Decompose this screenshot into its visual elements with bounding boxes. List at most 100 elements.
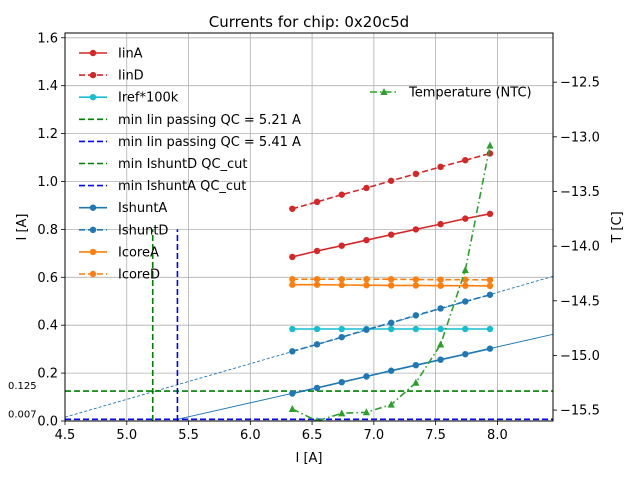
point-IinD <box>387 177 395 184</box>
point-IcoreA <box>313 281 321 288</box>
point-Iref*100k <box>462 325 469 333</box>
point-IcoreD <box>313 276 321 283</box>
y2-tick-label: −13.0 <box>560 130 600 145</box>
y-tick-label: 1.2 <box>37 127 58 142</box>
point-IshuntD <box>412 312 420 319</box>
point-IcoreA <box>437 282 444 289</box>
point-IshuntD <box>486 291 494 298</box>
legend-marker <box>89 226 97 233</box>
legend-entry-label: IcoreD <box>118 268 160 283</box>
point-Iref*100k <box>289 325 296 333</box>
point-IcoreD <box>486 276 494 284</box>
legend-entry-label: IshuntA <box>118 201 167 216</box>
point-temperature <box>461 266 469 274</box>
point-Iref*100k <box>338 325 345 333</box>
point-IinA <box>313 247 321 255</box>
point-temperature <box>486 141 494 149</box>
point-IcoreA <box>412 282 420 289</box>
point-IcoreA <box>462 282 469 289</box>
point-Iref*100k <box>437 325 444 333</box>
grid-lines <box>64 33 553 422</box>
point-IcoreA <box>338 281 345 289</box>
point-temperature <box>412 378 420 386</box>
hline-value-label: 0.125 <box>8 381 37 392</box>
point-IinD <box>289 205 296 212</box>
y2-tick-label: −15.5 <box>560 404 600 419</box>
legend-entry-label: Iref*100k <box>118 91 179 106</box>
series-line-IcoreD <box>292 278 491 281</box>
x-axis-label: I [A] <box>295 451 322 466</box>
point-IcoreD <box>437 276 444 283</box>
legend-marker <box>89 248 97 256</box>
legend2-marker <box>380 88 388 95</box>
fit-line-1 <box>65 275 553 418</box>
point-IinA <box>437 220 444 228</box>
point-IshuntD <box>363 326 370 333</box>
chart-title: Currents for chip: 0x20c5d <box>209 13 409 31</box>
point-IshuntD <box>289 348 296 355</box>
x-tick-label: 6.0 <box>240 428 261 443</box>
point-IshuntA <box>338 379 345 386</box>
point-temperature <box>338 409 346 417</box>
point-IcoreD <box>412 276 420 283</box>
y-tick-label: 1.6 <box>37 31 58 46</box>
point-IshuntA <box>437 356 444 363</box>
x-tick-label: 6.5 <box>302 428 323 443</box>
point-IinD <box>363 184 370 192</box>
point-temperature <box>387 400 395 408</box>
point-IinD <box>412 170 420 178</box>
hline-value-label: 0.007 <box>8 409 37 420</box>
legend-entry-label: min Iin passing QC = 5.21 A <box>118 113 301 128</box>
y2-axis-label: T [C] <box>610 211 625 243</box>
point-IinD <box>313 198 321 206</box>
point-Iref*100k <box>313 325 321 333</box>
point-IinA <box>338 242 345 249</box>
y2-tick-label: −15.0 <box>560 349 600 364</box>
point-IshuntD <box>462 298 469 305</box>
y2-tick-label: −12.5 <box>560 76 600 91</box>
point-IshuntA <box>313 384 321 392</box>
legend-entry-label: min IshuntD QC_cut <box>118 157 248 172</box>
point-IinA <box>387 231 395 238</box>
y-tick-label: 0.6 <box>37 271 58 286</box>
point-IshuntA <box>363 373 370 380</box>
point-IinD <box>437 163 444 171</box>
point-IinD <box>462 156 469 164</box>
point-IcoreA <box>289 281 296 288</box>
y2-tick-label: −14.5 <box>560 294 600 309</box>
legend-entry-label: IinA <box>118 47 143 62</box>
y-tick-label: 1.0 <box>37 175 58 190</box>
point-temperature <box>362 408 371 416</box>
point-IcoreD <box>289 276 296 283</box>
y-tick-label: 0.2 <box>37 367 58 382</box>
point-IcoreD <box>363 276 370 283</box>
y-tick-label: 1.4 <box>37 79 58 94</box>
x-tick-label: 7.5 <box>425 428 446 443</box>
legend-entry-label: min IshuntA QC_cut <box>118 179 246 194</box>
legend-marker <box>89 71 97 79</box>
point-IcoreD <box>338 276 345 283</box>
point-IcoreA <box>486 282 494 290</box>
point-IshuntA <box>462 350 469 358</box>
point-Iref*100k <box>387 325 395 333</box>
point-IshuntD <box>387 319 395 327</box>
point-IshuntA <box>486 345 494 352</box>
point-Iref*100k <box>486 325 494 333</box>
point-IshuntA <box>387 367 395 374</box>
y-tick-label: 0.4 <box>37 319 58 334</box>
legend-marker <box>89 270 97 278</box>
x-tick-label: 8.0 <box>487 428 508 443</box>
y2-tick-label: −13.5 <box>560 185 600 200</box>
x-tick-label: 4.5 <box>55 428 76 443</box>
point-IinA <box>486 210 494 218</box>
point-IinA <box>462 215 469 222</box>
y-axis-label: I [A] <box>15 213 30 240</box>
y-tick-label: 0.8 <box>37 223 58 238</box>
legend: IinA IinD Iref*100k min Iin passing QC = 5.… <box>79 47 301 283</box>
point-IshuntD <box>338 333 345 341</box>
point-IshuntD <box>313 341 321 348</box>
point-IshuntD <box>437 305 444 312</box>
y-tick-label: 0.0 <box>37 415 58 430</box>
legend-marker <box>89 49 97 57</box>
